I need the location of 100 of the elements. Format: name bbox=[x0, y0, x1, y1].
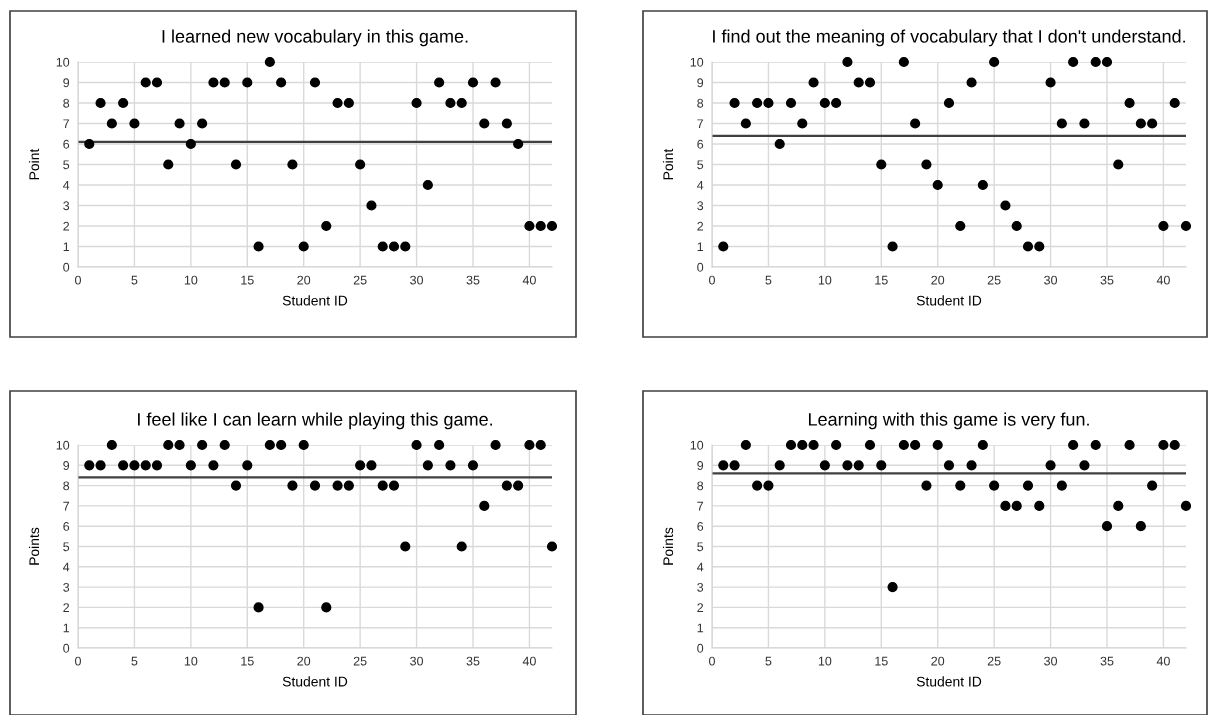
x-tick-label: 15 bbox=[875, 656, 888, 666]
y-tick-label: 2 bbox=[697, 603, 704, 612]
point bbox=[434, 439, 445, 451]
y-tick-label: 9 bbox=[63, 78, 70, 88]
point bbox=[910, 439, 921, 451]
x-tick-label: 40 bbox=[522, 656, 536, 666]
point bbox=[1124, 97, 1135, 109]
point bbox=[842, 56, 853, 68]
point bbox=[230, 480, 242, 491]
y-tick-label: 6 bbox=[697, 139, 704, 149]
point bbox=[864, 439, 876, 451]
point bbox=[84, 138, 95, 150]
point bbox=[740, 118, 751, 129]
point bbox=[1022, 241, 1034, 252]
y-tick-label: 7 bbox=[697, 119, 704, 129]
point bbox=[479, 500, 490, 511]
y-tick-label: 7 bbox=[63, 119, 70, 129]
y-tick-label: 4 bbox=[697, 180, 704, 190]
y-tick-label: 0 bbox=[63, 262, 70, 272]
point bbox=[1124, 439, 1135, 451]
y-tick-label: 6 bbox=[63, 522, 70, 531]
point bbox=[163, 439, 174, 451]
point bbox=[853, 460, 864, 471]
y-tick-label: 8 bbox=[697, 481, 704, 491]
point bbox=[932, 179, 943, 191]
x-tick-label: 0 bbox=[75, 656, 81, 666]
chart-title: I feel like I can learn while playing this game. bbox=[138, 412, 493, 430]
point bbox=[332, 480, 343, 491]
x-tick-label: 20 bbox=[931, 275, 945, 285]
x-tick-label: 40 bbox=[1156, 656, 1170, 666]
x-tick-label: 35 bbox=[1100, 275, 1114, 285]
y-tick-label: 9 bbox=[63, 461, 70, 470]
point bbox=[253, 241, 264, 252]
point bbox=[388, 241, 400, 252]
point bbox=[921, 159, 932, 170]
point bbox=[1101, 56, 1113, 68]
point bbox=[287, 159, 298, 170]
y-tick-label: 6 bbox=[697, 522, 704, 531]
point bbox=[264, 439, 275, 451]
y-tick-label: 10 bbox=[690, 440, 704, 450]
y-tick-label: 7 bbox=[697, 501, 704, 511]
point bbox=[434, 77, 445, 88]
y-tick-label: 2 bbox=[63, 221, 70, 231]
point bbox=[1011, 220, 1022, 232]
y-tick-label: 8 bbox=[697, 98, 704, 108]
y-tick-label: 5 bbox=[697, 542, 704, 552]
point bbox=[219, 439, 230, 451]
x-tick-label: 15 bbox=[875, 275, 888, 285]
point bbox=[445, 460, 456, 471]
point bbox=[966, 77, 977, 88]
point bbox=[185, 460, 196, 471]
x-tick-label: 5 bbox=[765, 275, 772, 285]
point bbox=[535, 220, 546, 232]
point bbox=[377, 480, 388, 491]
point bbox=[479, 118, 490, 129]
x-tick-label: 0 bbox=[709, 275, 715, 285]
point bbox=[118, 460, 129, 471]
x-tick-label: 30 bbox=[410, 275, 424, 285]
point bbox=[1101, 521, 1113, 532]
point bbox=[1113, 500, 1124, 511]
point bbox=[1000, 500, 1011, 511]
point bbox=[1180, 500, 1192, 511]
y-tick-label: 1 bbox=[697, 623, 704, 633]
point bbox=[887, 582, 898, 593]
y-tick-label: 9 bbox=[697, 461, 704, 470]
point bbox=[1068, 439, 1079, 451]
y-tick-label: 0 bbox=[697, 643, 704, 653]
x-tick-label: 30 bbox=[1044, 656, 1058, 666]
y-tick-label: 5 bbox=[63, 542, 70, 552]
point bbox=[1113, 159, 1124, 170]
y-tick-label: 5 bbox=[63, 160, 70, 170]
y-tick-label: 4 bbox=[697, 562, 704, 572]
point bbox=[785, 439, 797, 451]
point bbox=[898, 439, 909, 451]
x-tick-label: 25 bbox=[987, 656, 1001, 666]
point bbox=[932, 439, 943, 451]
y-axis-title: Point bbox=[662, 148, 674, 180]
y-tick-label: 8 bbox=[63, 98, 70, 108]
point bbox=[808, 77, 819, 88]
x-axis-title: Student ID bbox=[916, 295, 982, 306]
x-axis-title: Student ID bbox=[282, 295, 348, 306]
point bbox=[977, 179, 988, 191]
y-tick-label: 10 bbox=[690, 57, 704, 67]
point bbox=[355, 159, 366, 170]
point bbox=[910, 118, 921, 129]
x-tick-label: 20 bbox=[931, 656, 945, 666]
point bbox=[163, 159, 174, 170]
point bbox=[253, 602, 264, 613]
point bbox=[343, 480, 354, 491]
point bbox=[151, 77, 163, 88]
x-tick-label: 5 bbox=[765, 656, 772, 666]
x-tick-label: 0 bbox=[709, 656, 715, 666]
y-tick-label: 3 bbox=[63, 201, 70, 211]
point bbox=[95, 97, 106, 109]
point bbox=[989, 480, 1000, 491]
point bbox=[1090, 439, 1101, 451]
x-tick-label: 40 bbox=[1156, 275, 1170, 285]
point bbox=[501, 480, 512, 491]
point bbox=[1180, 220, 1192, 232]
point bbox=[546, 220, 558, 232]
